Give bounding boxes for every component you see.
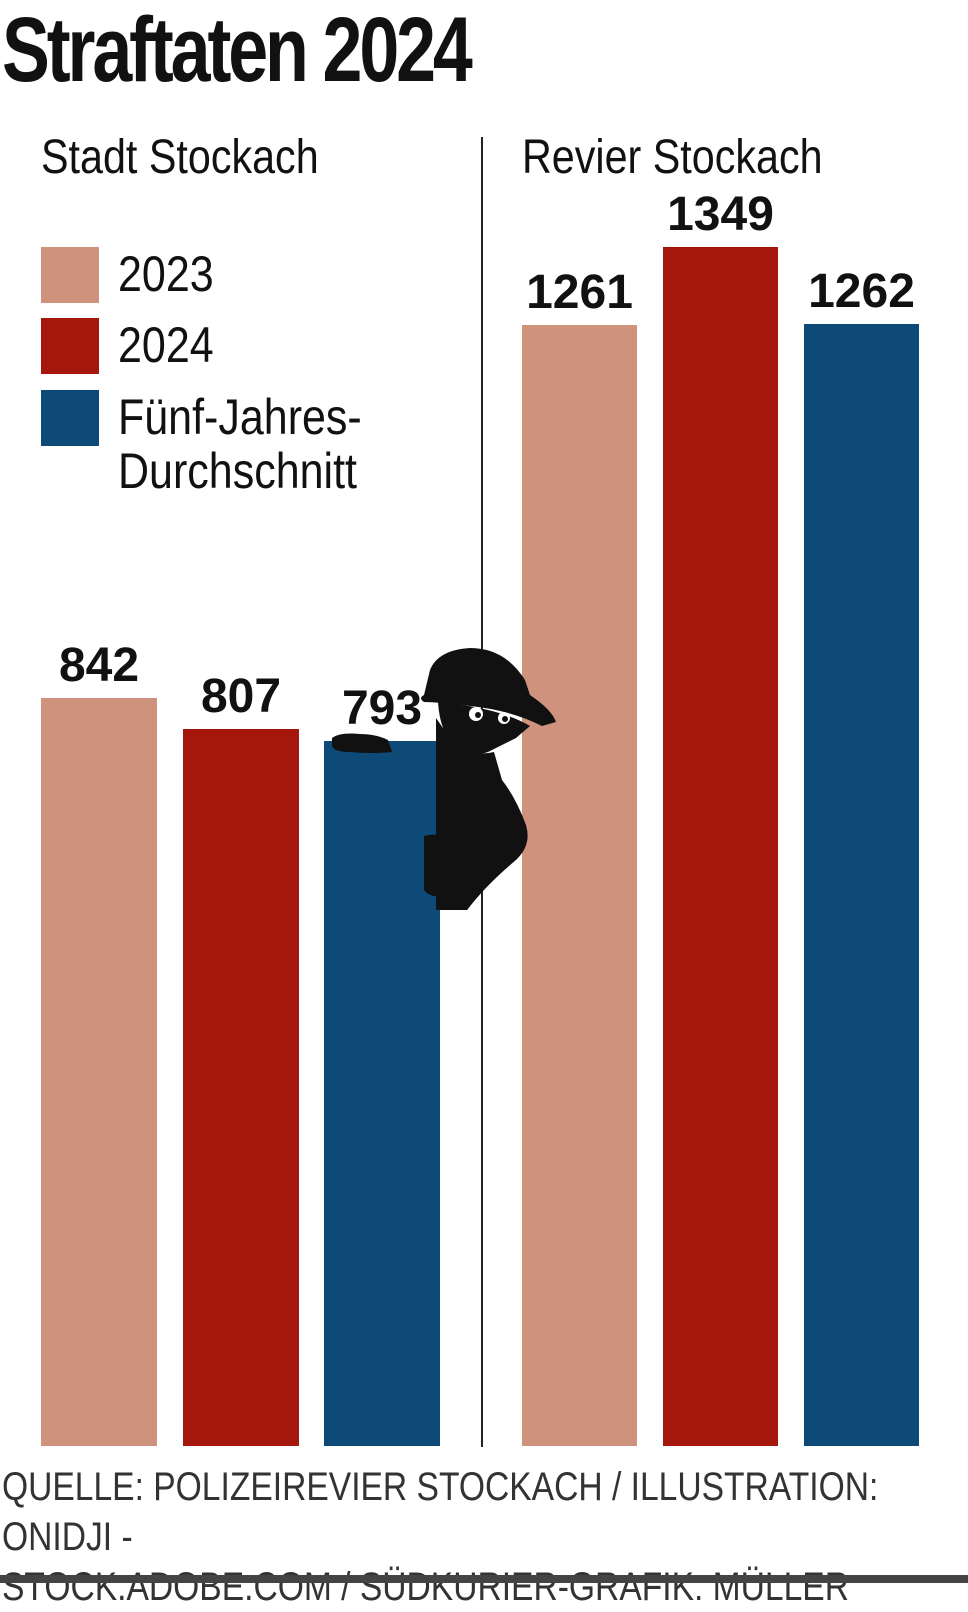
value-label-0-2: 793: [341, 682, 423, 736]
panel-title-stadt: Stadt Stockach: [41, 131, 319, 184]
burglar-silhouette-icon: [332, 648, 556, 910]
source-credit: QUELLE: POLIZEIREVIER STOCKACH / ILLUSTR…: [2, 1465, 879, 1609]
bar-0-2: [324, 741, 440, 1446]
bar-1-1: [663, 247, 778, 1446]
legend-swatch-average: [41, 390, 99, 446]
legend-label-2024: 2024: [118, 317, 214, 373]
value-label-1-2: 1262: [808, 265, 915, 319]
bar-0-1: [183, 728, 299, 1446]
legend-swatch-2024: [41, 318, 99, 374]
bottom-rule: [0, 1575, 968, 1583]
legend-swatch-2023: [41, 247, 99, 303]
legend-label-average: Fünf-Jahres- Durchschnitt: [118, 389, 362, 499]
legend-label-2023: 2023: [118, 246, 214, 302]
value-label-0-0: 842: [58, 638, 140, 692]
value-label-1-1: 1349: [667, 188, 774, 241]
chart-title: Straftaten 2024: [2, 0, 473, 101]
bar-1-0: [522, 325, 637, 1446]
value-label-0-1: 807: [200, 669, 282, 723]
bar-0-0: [41, 697, 157, 1446]
value-label-1-0: 1261: [526, 266, 633, 320]
bar-1-2: [804, 324, 919, 1446]
panel-title-revier: Revier Stockach: [522, 131, 823, 184]
